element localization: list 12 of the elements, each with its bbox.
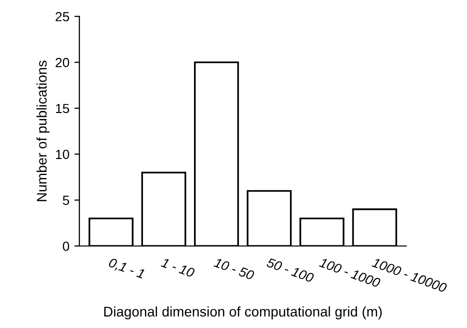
- y-tick-label: 15: [56, 104, 70, 114]
- x-tick-label: 10 - 50: [213, 258, 255, 280]
- x-tick-label: 50 - 100: [266, 258, 314, 283]
- y-tick-label: 25: [56, 12, 70, 22]
- y-tick-label: 20: [56, 58, 70, 68]
- x-tick-label: 1 - 10: [160, 258, 196, 278]
- x-tick-label: 0,1 - 1: [108, 258, 146, 280]
- y-tick-label: 0: [62, 242, 70, 251]
- y-tick-label: 5: [62, 196, 70, 205]
- x-axis-title: Diagonal dimension of computational grid (m): [104, 306, 382, 320]
- y-tick-label: 10: [56, 150, 70, 160]
- y-axis-title: Number of publications: [36, 60, 50, 202]
